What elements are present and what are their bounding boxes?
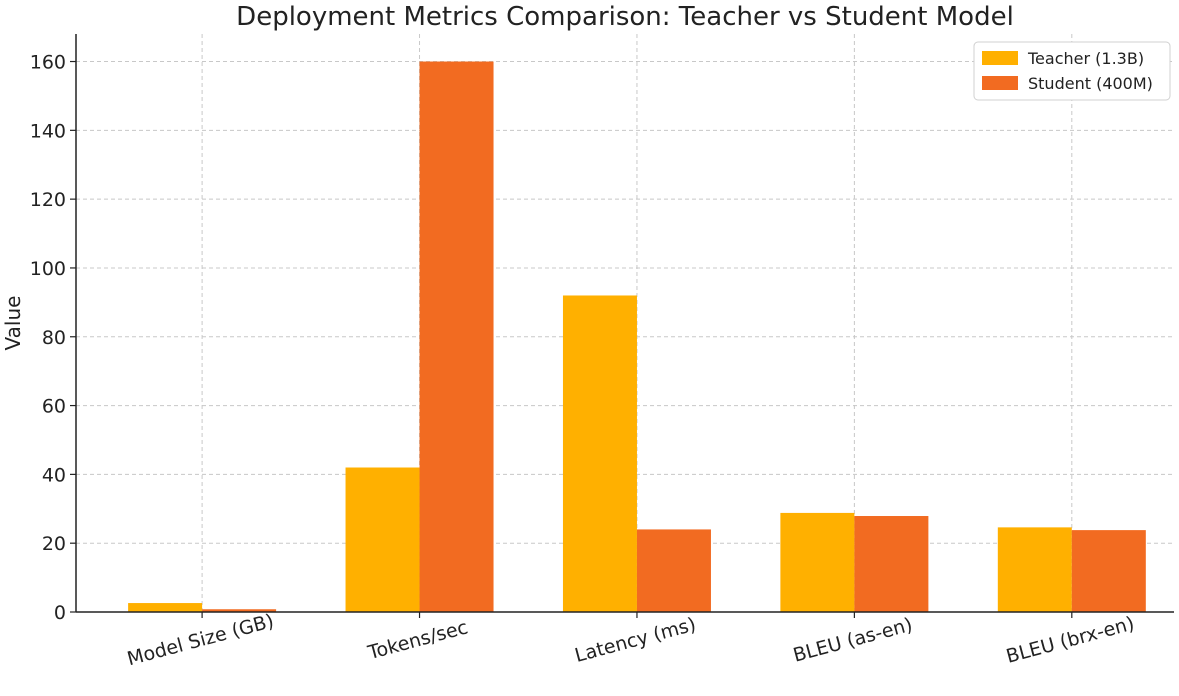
student-bar: [202, 609, 277, 612]
x-tick-label: BLEU (as-en): [791, 614, 915, 667]
legend-label: Teacher (1.3B): [1027, 49, 1144, 68]
teacher-bar: [562, 295, 637, 612]
teacher-bar: [997, 527, 1072, 612]
bars: [128, 61, 1146, 613]
y-tick-label: 160: [30, 52, 66, 74]
y-tick-label: 120: [30, 189, 66, 211]
student-bar: [854, 516, 929, 612]
legend-label: Student (400M): [1028, 74, 1153, 93]
x-tick-label: Latency (ms): [572, 613, 698, 666]
teacher-bar: [780, 512, 855, 612]
x-tick-label: Model Size (GB): [125, 610, 276, 670]
x-tick-label: BLEU (brx-en): [1004, 613, 1137, 668]
student-bar: [636, 529, 711, 612]
y-tick-label: 40: [42, 464, 66, 486]
legend-swatch: [982, 76, 1018, 90]
teacher-bar: [345, 467, 420, 612]
student-bar: [1071, 530, 1146, 612]
y-tick-label: 60: [42, 396, 66, 418]
x-tick-label: Tokens/sec: [365, 616, 471, 664]
legend: Teacher (1.3B) Student (400M): [973, 41, 1171, 101]
axes: [70, 34, 1174, 618]
y-tick-label: 20: [42, 533, 66, 555]
y-tick-label: 80: [42, 327, 66, 349]
y-tick-label: 100: [30, 258, 66, 280]
y-tick-label: 140: [30, 120, 66, 142]
legend-swatch: [982, 51, 1018, 65]
student-bar: [419, 61, 494, 613]
teacher-bar: [128, 603, 203, 612]
y-axis-label: Value: [1, 296, 25, 351]
legend-box: [973, 41, 1171, 101]
chart-title: Deployment Metrics Comparison: Teacher v…: [236, 2, 1014, 32]
y-tick-label: 0: [54, 602, 66, 624]
